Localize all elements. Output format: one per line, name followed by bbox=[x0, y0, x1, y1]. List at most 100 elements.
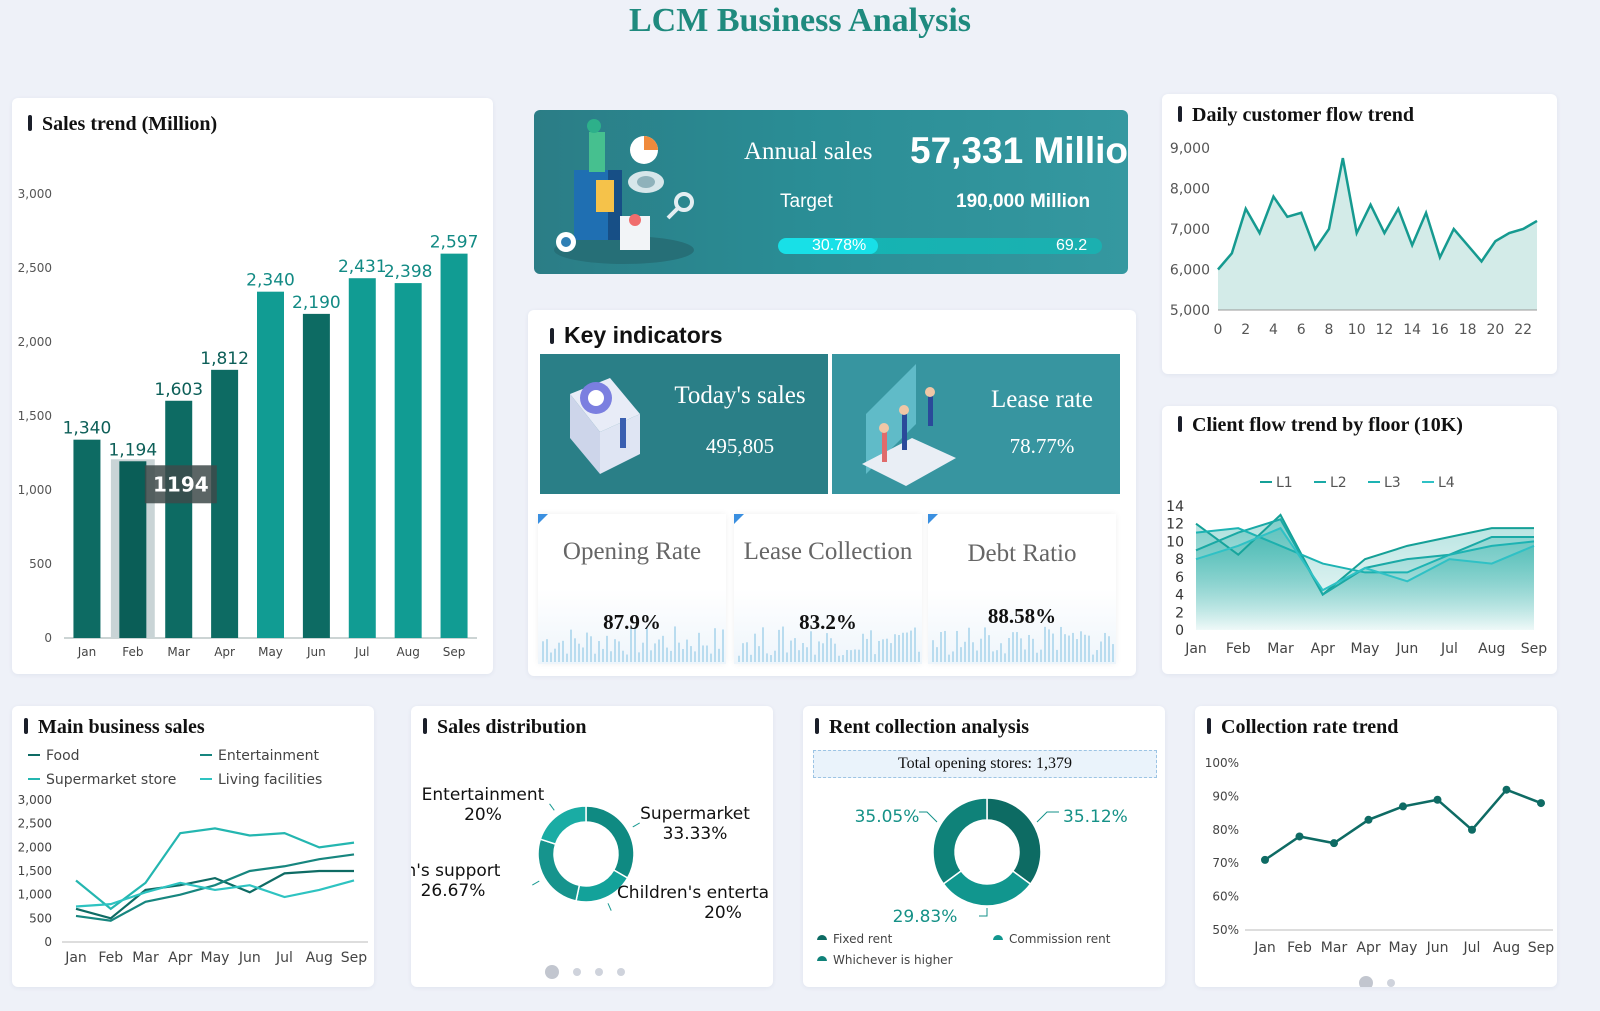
donut-slice bbox=[539, 805, 587, 846]
spark-bar bbox=[722, 629, 724, 662]
spark-bar bbox=[850, 650, 852, 662]
spark-bar bbox=[718, 648, 720, 662]
spark-bar bbox=[1036, 652, 1038, 662]
debt-ratio-panel[interactable]: Debt Ratio 88.58% bbox=[928, 514, 1116, 664]
slice-label: Supermarket bbox=[640, 804, 750, 824]
annual-sales-value: 57,331 Million bbox=[910, 130, 1128, 171]
spark-bar bbox=[750, 654, 752, 662]
series-line bbox=[75, 853, 355, 922]
bar bbox=[119, 461, 147, 638]
spark-bar bbox=[662, 635, 664, 662]
spark-bar bbox=[1044, 626, 1046, 662]
lease-collection-sparkbars bbox=[738, 626, 920, 662]
carousel-dot[interactable] bbox=[617, 967, 625, 976]
sales-trend-card: Sales trend (Million) 0 500 1,000 1,500 2,00… bbox=[12, 98, 493, 674]
label-leader bbox=[632, 822, 640, 828]
x-tick-label: Sep bbox=[341, 950, 368, 966]
legend-label: Living facilities bbox=[218, 772, 322, 788]
spark-bar bbox=[1060, 626, 1062, 662]
legend-label: Entertainment bbox=[218, 748, 320, 764]
flow-line bbox=[1217, 157, 1538, 271]
rate-point bbox=[1433, 795, 1442, 804]
floor-flow-title: Client flow trend by floor (10K) bbox=[1178, 414, 1463, 437]
spark-bar bbox=[1076, 639, 1078, 662]
carousel-dot[interactable] bbox=[573, 967, 581, 976]
collection-rate-chart[interactable]: 50% 60% 70% 80% 90% 100% Jan Feb Mar Apr May Jun Jul… bbox=[1195, 706, 1557, 987]
spark-bar bbox=[798, 650, 800, 662]
series-line bbox=[75, 869, 354, 920]
spark-bar bbox=[992, 651, 994, 662]
main-business-chart[interactable]: Food Entertainment Supermarket store Living… bbox=[12, 706, 374, 987]
x-tick-label: Jun bbox=[306, 645, 326, 659]
y-tick-label: 100% bbox=[1205, 756, 1239, 770]
carousel-dot[interactable] bbox=[595, 967, 603, 976]
carousel-dot[interactable] bbox=[1359, 975, 1373, 987]
spark-bar bbox=[702, 645, 704, 662]
spark-bar bbox=[830, 638, 832, 662]
x-tick-label: Jul bbox=[1440, 641, 1458, 657]
spark-bar bbox=[972, 642, 974, 662]
spark-bar bbox=[682, 649, 684, 662]
y-tick-label: 2,500 bbox=[18, 261, 52, 275]
label-leader bbox=[1036, 811, 1059, 823]
spark-bar bbox=[614, 639, 616, 662]
annual-sales-banner: Annual sales 57,331 Million Target 190,0… bbox=[534, 110, 1128, 274]
spark-bar bbox=[1112, 644, 1114, 662]
bar-value-label: 2,597 bbox=[430, 233, 479, 253]
opening-rate-panel[interactable]: Opening Rate 87.9% bbox=[538, 514, 726, 664]
spark-bar bbox=[936, 647, 938, 662]
debt-ratio-value: 88.58% bbox=[987, 604, 1057, 628]
spark-bar bbox=[906, 632, 908, 662]
lease-rate-tile[interactable]: Lease rate 78.77% bbox=[832, 354, 1120, 494]
y-tick-label: 500 bbox=[29, 557, 52, 571]
carousel-dot[interactable] bbox=[545, 964, 559, 979]
spark-bar bbox=[810, 631, 812, 662]
spark-bar bbox=[1052, 633, 1054, 662]
y-tick-label: 1,000 bbox=[18, 888, 52, 902]
annual-sales-label: Annual sales bbox=[744, 138, 873, 165]
analytics-illustration-icon bbox=[554, 119, 694, 264]
x-tick-label: Jun bbox=[238, 950, 261, 966]
sales-distribution-card: Sales distribution Supermarket 33.33% Chil… bbox=[411, 706, 773, 987]
todays-sales-label: Today's sales bbox=[674, 382, 806, 409]
x-tick-label: Jul bbox=[354, 645, 369, 659]
rate-point bbox=[1261, 855, 1269, 864]
slice-percent: 33.33% bbox=[663, 824, 728, 844]
spark-bar bbox=[932, 640, 934, 662]
spark-bar bbox=[818, 641, 820, 662]
sales-trend-title: Sales trend (Million) bbox=[28, 113, 217, 136]
spark-bar bbox=[846, 649, 848, 662]
spark-bar bbox=[574, 638, 576, 662]
lease-collection-panel[interactable]: Lease Collection 83.2% bbox=[734, 514, 922, 664]
x-tick-label: 2 bbox=[1241, 322, 1250, 338]
carousel-dots[interactable] bbox=[545, 963, 639, 981]
y-tick-label: 4 bbox=[1175, 588, 1184, 604]
spark-bar bbox=[630, 627, 632, 662]
y-tick-label: 90% bbox=[1212, 789, 1239, 803]
tooltip-value: 1194 bbox=[153, 472, 209, 496]
todays-sales-tile[interactable]: Today's sales 495,805 bbox=[540, 354, 828, 494]
y-tick-label: 14 bbox=[1166, 499, 1184, 515]
rent-collection-chart[interactable]: 35.12% 29.83% 35.05% Fixed rent Commission r… bbox=[803, 706, 1165, 987]
corner-marker bbox=[538, 514, 548, 524]
spark-bar bbox=[858, 649, 860, 662]
spark-bar bbox=[822, 643, 824, 662]
spark-bar bbox=[550, 652, 552, 662]
spark-bar bbox=[1064, 634, 1066, 662]
rate-point bbox=[1364, 815, 1373, 824]
carousel-dot[interactable] bbox=[1387, 978, 1395, 987]
daily-flow-chart[interactable]: 5,000 6,000 7,000 8,000 9,000 0 2 4 6 8 10 12 14 16 18… bbox=[1162, 94, 1557, 374]
carousel-dots[interactable] bbox=[1359, 974, 1409, 987]
main-business-card: Main business sales Food Entertainment Sup… bbox=[12, 706, 374, 987]
spark-bar bbox=[782, 626, 784, 662]
spark-bar bbox=[746, 642, 748, 662]
spark-bar bbox=[968, 627, 970, 662]
spark-bar bbox=[542, 641, 544, 662]
bar bbox=[257, 291, 284, 638]
debt-ratio-sparkbars bbox=[932, 626, 1114, 662]
spark-bar bbox=[766, 653, 768, 662]
sales-trend-chart[interactable]: 0 500 1,000 1,500 2,000 2,500 3,000 1,340 Jan 1,1… bbox=[12, 98, 493, 674]
progress-percent: 30.78% bbox=[812, 237, 867, 254]
